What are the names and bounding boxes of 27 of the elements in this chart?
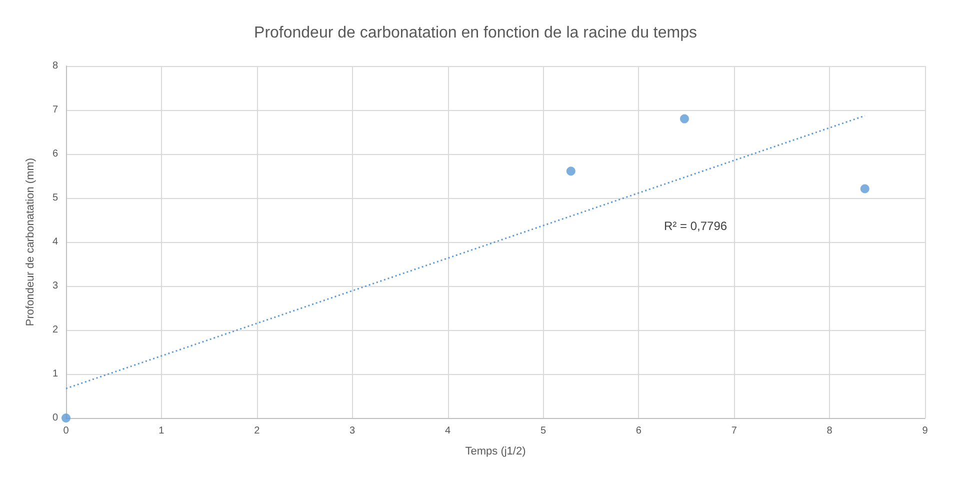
point [680,114,689,124]
x-tick-label: 3 [350,426,356,436]
point [62,414,70,422]
chart-title: Profondeur de carbonatation en fonction de la racine du temps [254,24,697,42]
y-tick-label: 5 [52,192,58,204]
y-tick-label: 6 [52,148,58,160]
x-tick-label: 0 [63,426,70,436]
y-tick-label: 2 [52,324,58,336]
x-tick-label: 5 [540,426,546,436]
x-tick-label: 9 [922,426,928,436]
x-tick-label: 7 [731,426,738,436]
y-tick-label: 8 [52,60,58,72]
x-axis-title: Temps (j1/2) [465,446,526,458]
y-tick-label: 3 [52,280,58,292]
y-axis-title: Profondeur de carbonatation (mm) [24,158,36,326]
point [566,166,576,176]
x-tick-label: 1 [158,426,165,436]
y-tick-label: 1 [52,368,58,380]
x-tick-label: 2 [254,426,260,436]
annotation: R² = 0,7796 [664,219,728,233]
y-tick-label: 7 [52,104,58,116]
x-tick-label: 4 [444,426,451,436]
point [860,184,870,194]
x-tick-label: 8 [826,426,833,436]
x-tick-label: 6 [636,426,642,436]
y-tick-label: 4 [52,236,58,248]
y-tick-label: 0 [52,412,58,424]
